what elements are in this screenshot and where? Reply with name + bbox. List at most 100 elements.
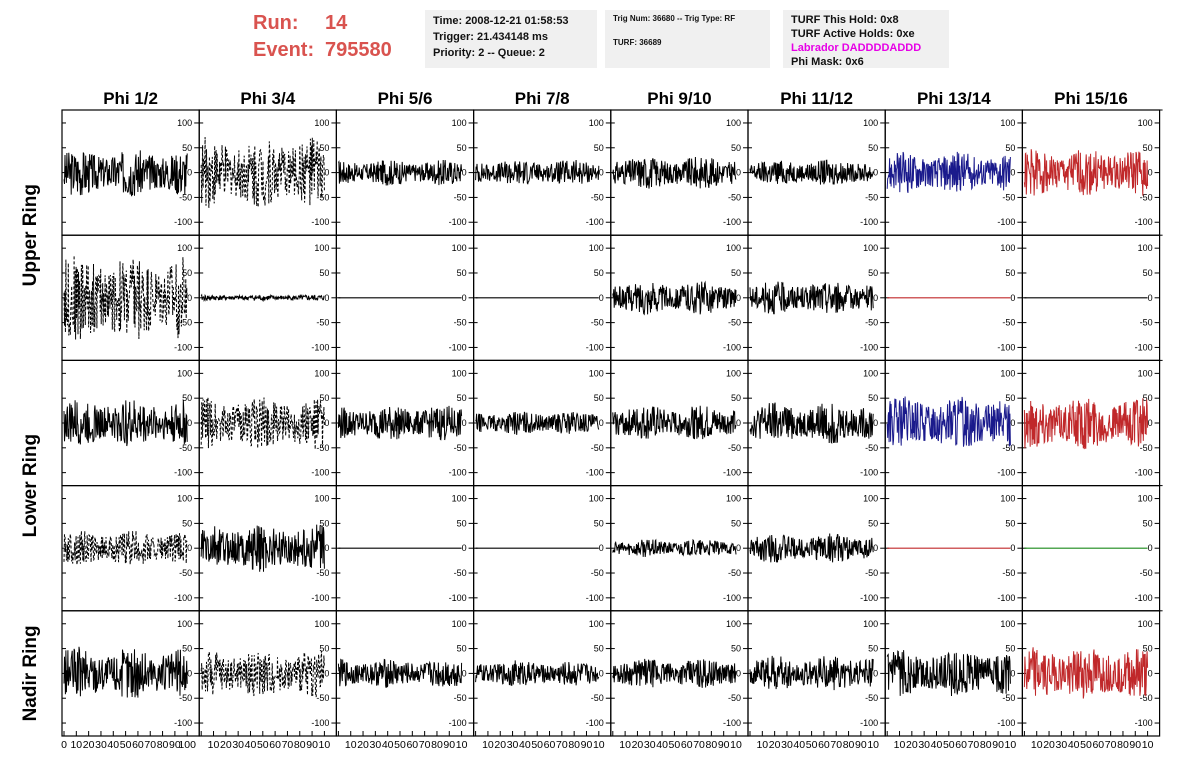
turf-info-box: TURF This Hold: 0x8 TURF Active Holds: 0… <box>783 10 949 68</box>
y-tick-label: -100 <box>311 342 329 352</box>
y-tick-label: 0 <box>1010 418 1015 428</box>
y-tick-label: 50 <box>594 644 604 654</box>
y-tick-label: -100 <box>174 217 192 227</box>
y-tick-label: 50 <box>182 518 192 528</box>
x-tick-label: 40 <box>107 739 119 751</box>
y-tick-label: 0 <box>1148 543 1153 553</box>
y-tick-label: -100 <box>586 593 604 603</box>
y-tick-label: 50 <box>1143 268 1153 278</box>
y-tick-label: 0 <box>873 168 878 178</box>
y-tick-label: 0 <box>599 543 604 553</box>
run-event-header: Run: 14 Event: 795580 <box>253 10 392 64</box>
y-tick-label: 0 <box>462 168 467 178</box>
y-tick-label: -50 <box>728 443 741 453</box>
x-tick-label: 80 <box>706 739 718 751</box>
event-value: 795580 <box>325 39 392 61</box>
y-tick-label: -100 <box>449 468 467 478</box>
y-tick-label: -100 <box>586 217 604 227</box>
y-tick-label: -50 <box>179 568 192 578</box>
y-tick-label: 0 <box>873 293 878 303</box>
y-tick-label: 0 <box>462 418 467 428</box>
y-tick-label: -100 <box>174 342 192 352</box>
y-tick-label: -100 <box>311 217 329 227</box>
x-tick-label: 50 <box>257 739 269 751</box>
y-tick-label: 100 <box>589 368 604 378</box>
y-tick-label: 50 <box>868 393 878 403</box>
turf-num-text: TURF: 36689 <box>613 38 662 47</box>
waveform-trace <box>749 533 874 563</box>
y-tick-label: 50 <box>319 143 329 153</box>
y-tick-label: 50 <box>319 268 329 278</box>
y-tick-label: 50 <box>868 143 878 153</box>
x-tick-label: 60 <box>1092 739 1104 751</box>
x-tick-label: 90 <box>855 739 867 751</box>
x-tick-label: 20 <box>632 739 644 751</box>
run-label: Run: <box>253 12 299 34</box>
y-tick-label: -50 <box>179 693 192 703</box>
y-tick-label: -100 <box>860 468 878 478</box>
y-tick-label: -50 <box>179 192 192 202</box>
x-tick-label: 20 <box>906 739 918 751</box>
column-title: Phi 7/8 <box>515 89 570 108</box>
y-tick-label: 100 <box>452 494 467 504</box>
event-label: Event: <box>253 39 315 61</box>
y-tick-label: -50 <box>454 693 467 703</box>
y-tick-label: -50 <box>179 443 192 453</box>
x-tick-label: 40 <box>931 739 943 751</box>
y-tick-label: 0 <box>324 668 329 678</box>
y-tick-label: 50 <box>457 644 467 654</box>
y-tick-label: 0 <box>736 293 741 303</box>
y-tick-label: 0 <box>324 418 329 428</box>
x-tick-label: 10 <box>482 739 494 751</box>
y-tick-label: 100 <box>863 494 878 504</box>
x-tick-label: 20 <box>494 739 506 751</box>
x-tick-label: 70 <box>282 739 294 751</box>
y-tick-label: 0 <box>187 543 192 553</box>
y-tick-label: 50 <box>1143 644 1153 654</box>
y-tick-label: 0 <box>599 293 604 303</box>
y-tick-label: -100 <box>723 593 741 603</box>
x-tick-label: 0 <box>61 739 67 751</box>
waveform-trace <box>1023 149 1149 196</box>
x-tick-label: 80 <box>568 739 580 751</box>
x-tick-label: 10 <box>1031 739 1043 751</box>
y-tick-label: 100 <box>589 619 604 629</box>
y-tick-label: -50 <box>865 693 878 703</box>
y-tick-label: 100 <box>726 494 741 504</box>
y-tick-label: -100 <box>1135 468 1153 478</box>
x-tick-label: 90 <box>992 739 1004 751</box>
y-tick-label: 50 <box>182 268 192 278</box>
x-tick-label: 20 <box>220 739 232 751</box>
column-title: Phi 3/4 <box>240 89 295 108</box>
time-info-box: Time: 2008-12-21 01:58:53 Trigger: 21.43… <box>425 10 597 68</box>
y-tick-label: -100 <box>1135 718 1153 728</box>
waveform-trace <box>749 159 874 185</box>
y-tick-label: 50 <box>319 644 329 654</box>
y-tick-label: 100 <box>863 243 878 253</box>
y-tick-label: 0 <box>462 293 467 303</box>
x-tick-label: 30 <box>1056 739 1068 751</box>
x-tick-label: 50 <box>120 739 132 751</box>
y-tick-label: 50 <box>594 268 604 278</box>
y-tick-label: 100 <box>177 118 192 128</box>
y-tick-label: -100 <box>723 342 741 352</box>
waveform-trace <box>1023 647 1149 699</box>
y-tick-label: 100 <box>1138 118 1153 128</box>
y-tick-label: -50 <box>316 568 329 578</box>
column-title: Phi 5/6 <box>378 89 433 108</box>
waveform-trace <box>337 159 463 186</box>
column-title: Phi 1/2 <box>103 89 158 108</box>
y-tick-label: -100 <box>860 217 878 227</box>
x-tick-label: 40 <box>656 739 668 751</box>
turf-hold-text: TURF This Hold: 0x8 <box>791 14 899 26</box>
y-tick-label: -100 <box>449 593 467 603</box>
y-tick-label: -50 <box>316 192 329 202</box>
y-tick-label: 100 <box>863 118 878 128</box>
y-tick-label: 100 <box>1000 243 1015 253</box>
y-tick-label: 100 <box>589 243 604 253</box>
y-tick-label: 100 <box>177 368 192 378</box>
y-tick-label: 100 <box>452 619 467 629</box>
waveform-trace <box>612 156 737 189</box>
y-tick-label: 0 <box>462 668 467 678</box>
